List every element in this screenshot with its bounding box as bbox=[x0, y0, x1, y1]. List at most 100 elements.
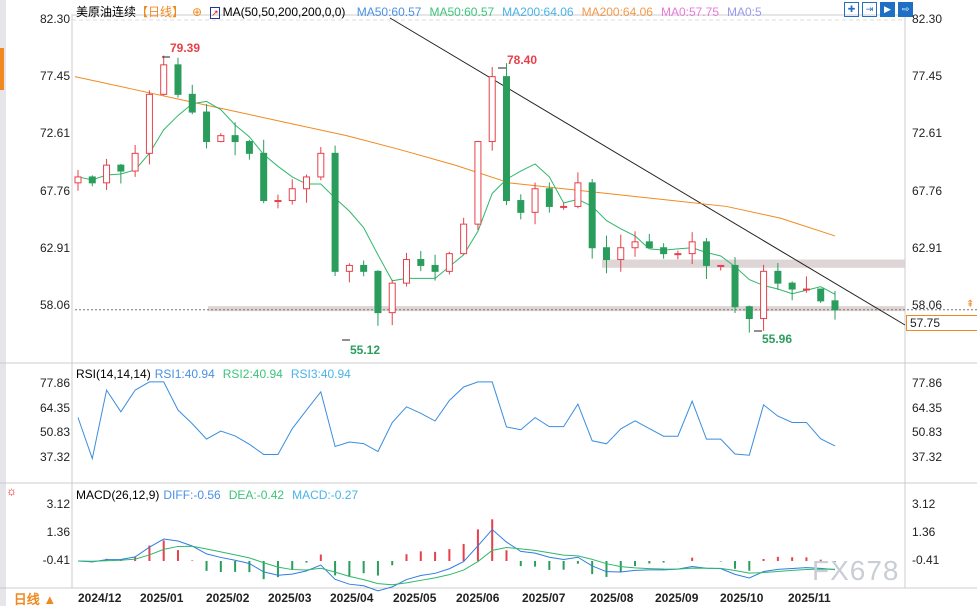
rsi-header: RSI(14,14,14) RSI1:40.94 RSI2:40.94 RSI3:40… bbox=[76, 367, 367, 381]
candle-body bbox=[388, 282, 396, 314]
candle-body bbox=[360, 264, 368, 272]
macd-title: MACD(26,12,9) bbox=[76, 488, 160, 502]
candle-body bbox=[617, 247, 625, 261]
date-axis-tick: 2025/04 bbox=[330, 591, 374, 605]
chart-toolbar: ✚ ⇥ ▶ ⇨ bbox=[844, 2, 913, 17]
support-band-lower bbox=[208, 306, 905, 312]
candle-body bbox=[131, 152, 139, 172]
price-annotation: 55.12 bbox=[350, 343, 380, 357]
price-marker-icon: ⇞ bbox=[966, 299, 975, 310]
candle-body bbox=[460, 223, 468, 255]
symbol-name: 美原油连续 bbox=[76, 5, 137, 19]
candle-body bbox=[417, 259, 425, 266]
candle-body bbox=[760, 270, 768, 320]
rsi-axis-tick: 50.83 bbox=[912, 425, 943, 440]
macd-header: MACD(26,12,9) DIFF:-0.56 DEA:-0.42 MACD:-0.… bbox=[76, 488, 374, 502]
candle-body bbox=[217, 135, 225, 143]
candle-body bbox=[774, 270, 782, 284]
play-icon[interactable]: ▶ bbox=[880, 2, 895, 17]
candle-body bbox=[103, 164, 111, 184]
ma200-line bbox=[74, 76, 836, 237]
period-switch-button[interactable]: 日线 ▲ bbox=[13, 592, 57, 606]
rsi-value: RSI3:40.94 bbox=[290, 367, 351, 381]
date-axis-tick: 2024/12 bbox=[78, 591, 122, 605]
candle-body bbox=[174, 64, 182, 95]
candle-body bbox=[645, 241, 653, 249]
candle-body bbox=[188, 93, 196, 113]
rsi-axis-tick: 77.86 bbox=[39, 376, 70, 390]
exit-icon[interactable]: ⇨ bbox=[898, 2, 913, 17]
candle-body bbox=[545, 188, 553, 207]
ma-value: MA50:60.57 bbox=[356, 5, 422, 19]
candle-body bbox=[445, 253, 453, 272]
candle-body bbox=[288, 188, 296, 202]
price-axis-tick-right: 58.06 bbox=[912, 298, 943, 313]
ma-value: MA200:64.06 bbox=[502, 5, 574, 19]
date-axis-tick: 2025/06 bbox=[456, 591, 500, 605]
add-icon[interactable]: ⊕ bbox=[192, 5, 203, 19]
period-label[interactable]: 【日线】 bbox=[136, 5, 185, 19]
date-axis-tick: 2025/10 bbox=[720, 591, 764, 605]
active-tab-marker[interactable] bbox=[0, 48, 4, 90]
rsi-value: RSI1:40.94 bbox=[154, 367, 215, 381]
price-axis-tick-right: 82.30 bbox=[912, 12, 943, 26]
macd-value: DEA:-0.42 bbox=[228, 488, 285, 502]
rsi-axis-tick: 50.83 bbox=[39, 425, 70, 440]
settings-sun-icon[interactable]: ☼ bbox=[6, 484, 17, 498]
fit-icon[interactable]: ⇥ bbox=[862, 2, 877, 17]
candle-body bbox=[303, 176, 311, 190]
date-axis-tick: 2025/08 bbox=[590, 591, 634, 605]
candle-body bbox=[788, 282, 796, 290]
date-axis-tick: 2025/05 bbox=[393, 591, 437, 605]
candle-body bbox=[245, 141, 253, 154]
candle-body bbox=[674, 253, 682, 256]
macd-value: DIFF:-0.56 bbox=[163, 488, 221, 502]
macd-diff-line bbox=[77, 528, 836, 592]
date-axis-tick: 2025/01 bbox=[140, 591, 184, 605]
ma-value: MA50:60.57 bbox=[429, 5, 495, 19]
price-annotation: 55.96 bbox=[762, 332, 792, 346]
rsi-axis-tick: 37.32 bbox=[39, 449, 70, 464]
ma-value: MA0:5 bbox=[727, 5, 762, 19]
candle-body bbox=[317, 152, 325, 178]
candle-body bbox=[831, 300, 839, 311]
candle-body bbox=[488, 76, 496, 143]
plot-frame bbox=[71, 14, 906, 589]
candle-body bbox=[160, 64, 168, 95]
candle-body bbox=[403, 259, 411, 284]
price-axis-tick-left: 82.30 bbox=[39, 12, 70, 26]
current-price-label: 57.75 bbox=[906, 315, 977, 331]
candle-body bbox=[345, 264, 353, 272]
rsi-value: RSI2:40.94 bbox=[222, 367, 283, 381]
candle-body bbox=[745, 306, 753, 320]
crosshair-icon[interactable]: ✚ bbox=[844, 2, 859, 17]
date-axis-tick: 2025/09 bbox=[655, 591, 699, 605]
date-axis-tick: 2025/02 bbox=[206, 591, 250, 605]
rsi-line bbox=[77, 381, 836, 461]
price-annotation: 78.40 bbox=[507, 53, 537, 67]
ma-title[interactable]: MA(50,50,200,200,0,0) bbox=[222, 5, 346, 19]
price-axis-tick-right: 77.45 bbox=[912, 69, 943, 84]
watermark: FX678 bbox=[812, 555, 900, 586]
candle-body bbox=[574, 182, 582, 207]
candle-body bbox=[431, 264, 439, 272]
candle-body bbox=[717, 264, 725, 267]
macd-axis-tick: -0.41 bbox=[42, 552, 70, 567]
macd-axis-tick: 3.12 bbox=[912, 497, 936, 511]
macd-axis-tick: -0.41 bbox=[912, 552, 940, 567]
main-header: 美原油连续【日线】 ⊕ ↗ MA(50,50,200,200,0,0) MA50:60… bbox=[76, 3, 778, 20]
date-axis-tick: 2025/11 bbox=[788, 591, 831, 605]
price-axis-tick-right: 72.61 bbox=[912, 126, 943, 141]
candle-body bbox=[145, 93, 153, 154]
candle-body bbox=[374, 270, 382, 314]
candle-body bbox=[602, 247, 610, 261]
candle-body bbox=[88, 176, 96, 184]
macd-dea-line bbox=[77, 545, 836, 586]
ma-settings-icon[interactable]: ↗ bbox=[210, 7, 220, 19]
candle-body bbox=[817, 288, 825, 302]
price-axis-tick-left: 62.91 bbox=[39, 240, 70, 255]
date-axis-tick: 2025/07 bbox=[522, 591, 566, 605]
rsi-axis-tick: 64.35 bbox=[39, 400, 70, 415]
price-axis-tick-left: 77.45 bbox=[39, 69, 70, 84]
